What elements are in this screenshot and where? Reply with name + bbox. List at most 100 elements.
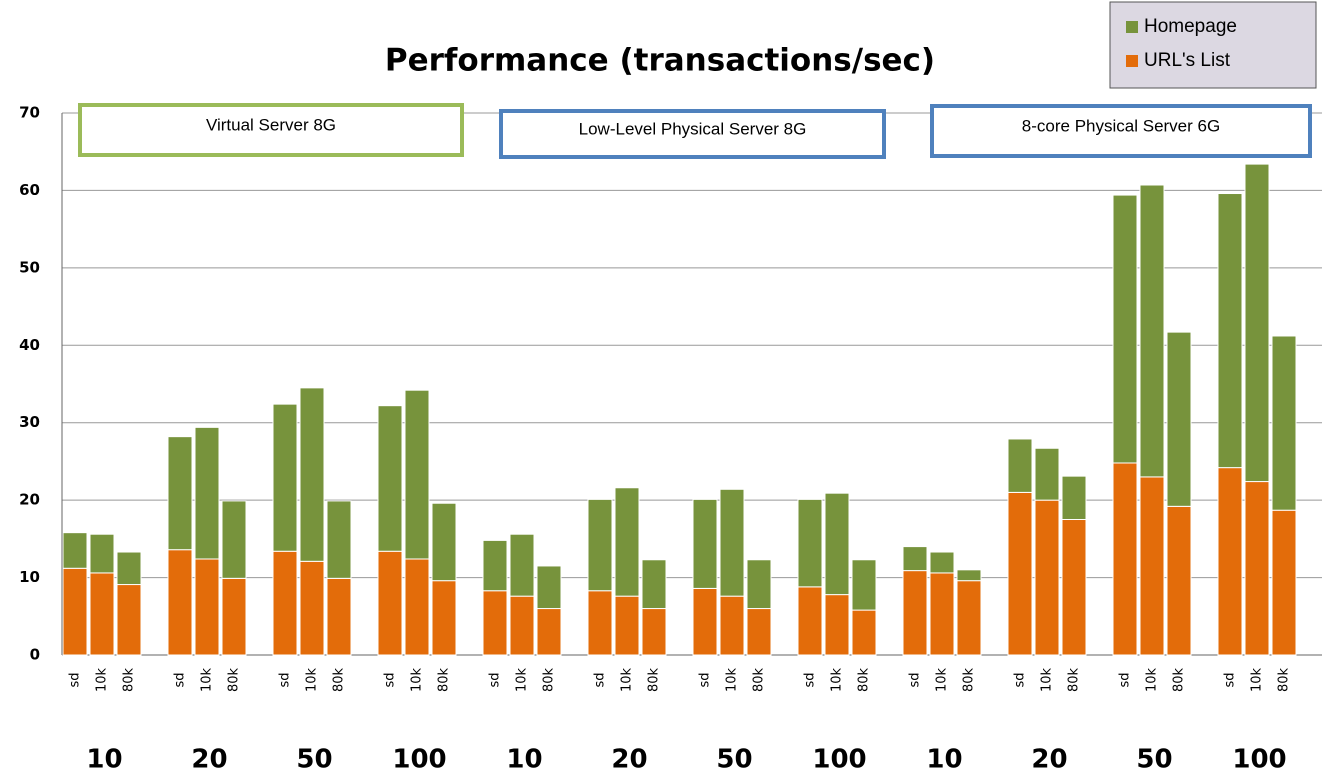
group-label: 50: [716, 745, 752, 775]
x-tick-label: sd: [698, 672, 713, 687]
bar-segment: [482, 590, 508, 656]
bar-segment: [1139, 184, 1165, 478]
bar-segment: [1271, 335, 1297, 511]
bar-segment: [692, 587, 718, 656]
annotation-box: [930, 104, 1312, 158]
bar-segment: [1244, 163, 1270, 483]
legend-swatch: [1126, 55, 1138, 67]
bar-segment: [614, 487, 640, 597]
x-tick-label: sd: [1223, 672, 1238, 687]
x-tick-label: 10k: [830, 667, 845, 692]
bar-segment: [194, 558, 220, 656]
bar-segment: [902, 546, 928, 572]
x-tick-label: sd: [488, 672, 503, 687]
x-tick-label: 10k: [410, 667, 425, 692]
bar-segment: [221, 500, 247, 579]
bar-segment: [956, 580, 982, 656]
x-tick-label: 10k: [620, 667, 635, 692]
x-tick-label: 10k: [305, 667, 320, 692]
x-tick-label: 80k: [332, 667, 347, 692]
x-tick-label: 10k: [200, 667, 215, 692]
bar-segment: [272, 550, 298, 656]
bar-segment: [1034, 447, 1060, 501]
x-tick-label: 80k: [227, 667, 242, 692]
bar-segment: [719, 488, 745, 597]
bar-segment: [824, 492, 850, 596]
bar-segment: [299, 560, 325, 656]
bar-segment: [62, 532, 88, 569]
x-tick-label: sd: [908, 672, 923, 687]
bar-segment: [824, 594, 850, 656]
bar-segment: [116, 584, 142, 656]
bar-segment: [116, 551, 142, 586]
x-tick-label: sd: [803, 672, 818, 687]
bar-segment: [746, 608, 772, 656]
x-tick-label: 10k: [1040, 667, 1055, 692]
bar-segment: [1271, 509, 1297, 656]
x-tick-label: sd: [1013, 672, 1028, 687]
annotation: Low-Level Physical Server 8G: [579, 119, 807, 138]
annotation: 8-core Physical Server 6G: [1022, 116, 1220, 135]
bar-segment: [1166, 505, 1192, 656]
bar-segment: [797, 498, 823, 588]
x-tick-label: 80k: [542, 667, 557, 692]
y-tick-label: 40: [19, 336, 40, 354]
bar-segment: [377, 405, 403, 552]
x-tick-label: sd: [593, 672, 608, 687]
y-tick-label: 30: [19, 413, 40, 431]
x-tick-label: sd: [383, 672, 398, 687]
bar-segment: [272, 403, 298, 552]
legend-box: [1109, 1, 1317, 89]
bar-segment: [89, 533, 115, 574]
bar-segment: [929, 551, 955, 574]
bar-segment: [167, 549, 193, 656]
bar-segment: [1007, 438, 1033, 493]
bar-segment: [326, 577, 352, 656]
group-label: 50: [296, 745, 332, 775]
bar-segment: [797, 586, 823, 656]
x-tick-label: 80k: [1277, 667, 1292, 692]
bar-segment: [1007, 491, 1033, 656]
bar-segment: [221, 577, 247, 656]
bar-segment: [929, 572, 955, 656]
x-tick-label: 10k: [1250, 667, 1265, 692]
y-tick-label: 20: [19, 491, 40, 509]
group-label: 20: [611, 745, 647, 775]
bar-segment: [641, 608, 667, 656]
bar-segment: [692, 498, 718, 589]
y-tick-label: 10: [19, 568, 40, 586]
group-label: 10: [506, 745, 542, 775]
x-tick-label: 10k: [725, 667, 740, 692]
bar-segment: [587, 498, 613, 592]
bar-segment: [746, 559, 772, 610]
bar-segment: [62, 567, 88, 656]
y-tick-label: 60: [19, 181, 40, 199]
legend-label: Homepage: [1144, 16, 1237, 37]
bar-segment: [719, 595, 745, 656]
x-tick-label: sd: [173, 672, 188, 687]
x-tick-label: sd: [68, 672, 83, 687]
bar-segment: [299, 387, 325, 562]
annotation-box: [78, 103, 464, 157]
bar-segment: [482, 539, 508, 592]
bar-segment: [1034, 499, 1060, 656]
bar-segment: [1061, 519, 1087, 656]
x-tick-label: 80k: [437, 667, 452, 692]
group-label: 10: [86, 745, 122, 775]
x-tick-label: 80k: [752, 667, 767, 692]
y-tick-label: 0: [30, 646, 40, 664]
annotation: Virtual Server 8G: [206, 115, 336, 134]
x-tick-label: 80k: [962, 667, 977, 692]
y-tick-label: 50: [19, 258, 40, 276]
x-tick-label: 10k: [515, 667, 530, 692]
bar-segment: [902, 570, 928, 656]
bar-segment: [1244, 481, 1270, 656]
bar-segment: [587, 590, 613, 656]
bar-segment: [1112, 462, 1138, 656]
bar-segment: [1112, 194, 1138, 464]
x-tick-label: 10k: [1145, 667, 1160, 692]
bar-segment: [89, 572, 115, 656]
bar-segment: [167, 436, 193, 551]
group-label: 100: [812, 745, 866, 775]
